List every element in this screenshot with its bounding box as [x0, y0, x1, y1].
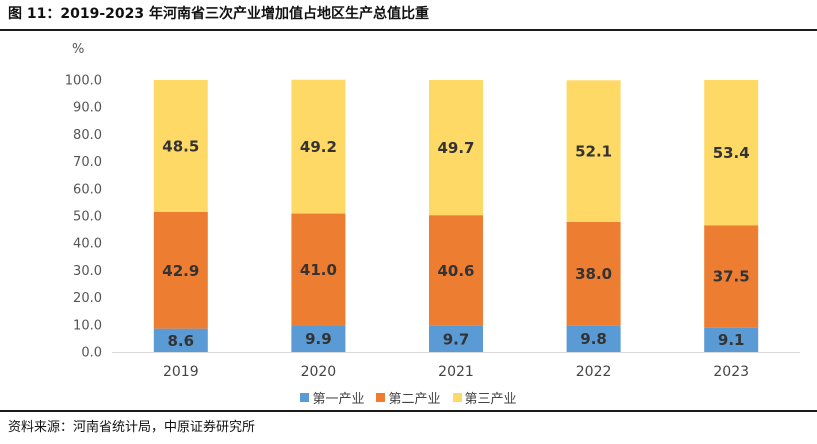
data-label: 37.5	[713, 268, 750, 286]
bar-segment	[291, 325, 346, 352]
bar-segment	[566, 80, 621, 222]
y-unit-label: %	[72, 42, 84, 57]
bar-segment	[704, 327, 759, 352]
bar-segment	[704, 80, 759, 226]
bar-segment	[429, 80, 483, 216]
legend-swatch	[300, 393, 310, 402]
y-tick-label: 70.0	[73, 155, 102, 170]
data-labels: 8.6 42.9 48.5 9.9 41.0 49.2 9.7 40.6 49.7 9.8 38.0…	[162, 137, 749, 349]
data-label: 38.0	[575, 265, 612, 283]
footer-rule	[0, 410, 817, 412]
bar-segment	[291, 213, 346, 326]
data-label: 9.8	[580, 330, 607, 348]
bar-segment	[291, 79, 346, 214]
y-tick-label: 0.0	[81, 346, 102, 361]
legend-label: 第三产业	[464, 392, 517, 407]
y-tick-label: 50.0	[73, 210, 102, 225]
x-tick-label: 2022	[576, 364, 612, 380]
legend-item: 第二产业	[376, 388, 441, 407]
figure-title: 图 11：2019-2023 年河南省三次产业增加值占地区生产总值比重	[8, 6, 429, 22]
data-label: 48.5	[162, 137, 199, 155]
chart-legend: 第一产业 第二产业 第三产业	[0, 388, 817, 407]
data-label: 40.6	[437, 262, 474, 280]
data-label: 53.4	[713, 144, 750, 162]
y-tick-label: 80.0	[73, 128, 102, 143]
y-tick-label: 20.0	[73, 291, 102, 306]
data-label: 49.7	[437, 139, 474, 157]
legend-item: 第三产业	[452, 388, 517, 407]
data-label: 52.1	[575, 143, 612, 161]
bar-segment	[153, 211, 208, 329]
legend-item: 第一产业	[300, 388, 364, 407]
x-tick-label: 2023	[713, 364, 749, 380]
legend-label: 第二产业	[388, 392, 441, 407]
y-tick-label: 40.0	[73, 237, 102, 252]
y-tick-label: 60.0	[73, 182, 102, 197]
data-label: 9.9	[305, 330, 332, 348]
y-axis: 0.0 10.0 20.0 30.0 40.0 50.0 60.0 70.0 80.0 90.0 1…	[65, 42, 102, 361]
data-label: 9.7	[443, 330, 470, 348]
y-tick-label: 90.0	[73, 101, 102, 116]
y-tick-label: 30.0	[73, 264, 102, 279]
bar-segment	[153, 80, 208, 212]
data-label: 9.1	[718, 331, 745, 349]
x-tick-label: 2021	[438, 364, 474, 380]
bar-segment	[566, 221, 621, 326]
x-axis: 2019 2020 2021 2022 2023	[112, 352, 800, 380]
title-rule	[0, 29, 817, 31]
data-label: 42.9	[162, 262, 199, 280]
bars	[153, 79, 759, 352]
data-label: 8.6	[168, 332, 195, 350]
y-tick-label: 10.0	[73, 318, 102, 333]
bar-segment	[704, 225, 759, 328]
data-label: 41.0	[300, 261, 337, 279]
x-tick-label: 2019	[163, 364, 199, 380]
legend-label: 第一产业	[312, 392, 365, 407]
bar-segment	[153, 328, 208, 352]
bar-segment	[429, 325, 483, 352]
y-tick-label: 100.0	[65, 74, 102, 89]
source-note: 资料来源：河南省统计局，中原证券研究所	[8, 420, 256, 435]
legend-swatch	[452, 393, 462, 402]
bar-segment	[429, 215, 483, 326]
x-tick-label: 2020	[301, 364, 337, 380]
data-label: 49.2	[300, 138, 337, 156]
legend-swatch	[376, 393, 386, 402]
bar-segment	[566, 325, 621, 352]
